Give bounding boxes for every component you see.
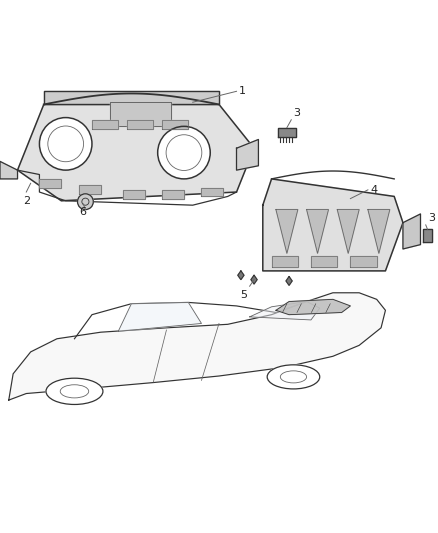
Polygon shape — [18, 104, 254, 201]
Polygon shape — [272, 255, 298, 266]
Polygon shape — [278, 128, 296, 138]
Text: 3: 3 — [293, 108, 300, 118]
Text: 3: 3 — [428, 213, 435, 223]
Polygon shape — [118, 302, 201, 332]
Polygon shape — [127, 120, 153, 128]
Polygon shape — [251, 275, 257, 284]
Ellipse shape — [46, 378, 103, 405]
Text: 2: 2 — [23, 197, 30, 206]
Polygon shape — [350, 255, 377, 266]
Polygon shape — [286, 277, 292, 285]
Polygon shape — [162, 190, 184, 199]
Polygon shape — [79, 185, 101, 194]
Polygon shape — [423, 229, 432, 243]
Polygon shape — [9, 293, 385, 400]
Polygon shape — [250, 302, 320, 320]
Text: 5: 5 — [240, 290, 247, 300]
Polygon shape — [0, 161, 18, 179]
Polygon shape — [44, 91, 219, 104]
Polygon shape — [368, 209, 390, 253]
Polygon shape — [162, 120, 188, 128]
Polygon shape — [238, 271, 244, 280]
Polygon shape — [39, 179, 61, 188]
Polygon shape — [201, 188, 223, 197]
Polygon shape — [276, 209, 298, 253]
Circle shape — [39, 118, 92, 170]
Polygon shape — [337, 209, 359, 253]
Polygon shape — [276, 300, 350, 314]
Polygon shape — [403, 214, 420, 249]
Text: 6: 6 — [80, 207, 87, 217]
Text: 4: 4 — [370, 185, 377, 195]
Ellipse shape — [267, 365, 320, 389]
Polygon shape — [123, 190, 145, 199]
Polygon shape — [110, 102, 171, 126]
Text: 1: 1 — [239, 86, 246, 96]
Polygon shape — [307, 209, 328, 253]
Polygon shape — [237, 140, 258, 170]
Polygon shape — [92, 120, 118, 128]
Polygon shape — [263, 179, 403, 271]
Circle shape — [158, 126, 210, 179]
Circle shape — [78, 194, 93, 209]
Polygon shape — [311, 255, 337, 266]
